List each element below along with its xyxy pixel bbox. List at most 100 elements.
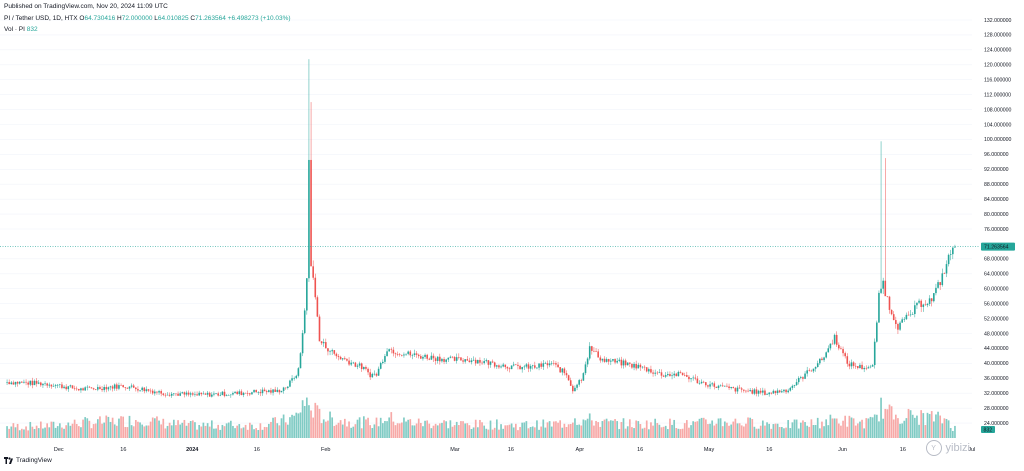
candle-body	[544, 363, 547, 364]
candle-body	[373, 373, 376, 375]
symbol-legend[interactable]: PI / Tether USD, 1D, HTX O64.730416 H72.…	[4, 15, 291, 22]
volume-bar	[637, 421, 640, 438]
candle-body	[768, 392, 770, 395]
time-axis[interactable]: Dec16202416FebMar16Apr16May16Jun16Jul16A…	[54, 447, 1024, 453]
volume-bar	[951, 430, 954, 438]
candle-body	[696, 378, 699, 384]
candle-body	[48, 384, 51, 386]
candle-body	[890, 309, 893, 315]
candle-body	[755, 389, 758, 394]
volume-bar	[200, 426, 203, 438]
candle-body	[217, 393, 219, 396]
candle-body	[130, 385, 133, 387]
candle-body	[135, 387, 137, 390]
volume-bar	[945, 418, 948, 438]
candle-body	[356, 365, 359, 367]
volume-bar	[244, 424, 247, 438]
price-tick-label: 32.000000	[984, 391, 1009, 397]
candle-body	[8, 382, 10, 385]
volume-bar	[601, 421, 604, 438]
candle-body	[232, 393, 234, 395]
candle-body	[35, 380, 38, 384]
candle-body	[105, 386, 108, 390]
volume-bar	[223, 426, 226, 438]
volume-bar	[533, 427, 536, 438]
candle-body	[18, 381, 21, 384]
volume-bar	[289, 417, 291, 438]
price-axis[interactable]: 132.000000 128.000000 124.000000 120.000000…	[984, 18, 1012, 427]
candle-body	[550, 362, 553, 364]
price-tick-label: 68.000000	[984, 257, 1009, 263]
volume-bar	[552, 421, 555, 438]
candle-body	[322, 342, 325, 344]
volume-bar	[274, 417, 277, 438]
volume-bar	[386, 421, 388, 438]
candle-body	[354, 362, 357, 367]
candle-body	[502, 364, 504, 367]
volume-bar	[740, 425, 743, 438]
volume-bar	[559, 420, 562, 438]
candle-body	[335, 353, 338, 357]
candle-body	[88, 386, 91, 388]
volume-bar	[39, 421, 42, 438]
candle-body	[246, 393, 249, 394]
candle-body	[525, 364, 528, 367]
price-tick-label: 96.000000	[984, 152, 1009, 158]
volume-bar	[491, 429, 494, 438]
volume-bar	[14, 427, 17, 438]
candle-body	[810, 370, 813, 372]
candle-body	[711, 383, 713, 385]
price-tick-label: 100.000000	[984, 137, 1012, 143]
tradingview-brand[interactable]: TradingView	[4, 457, 52, 464]
volume-bar	[909, 410, 912, 438]
volume-bar	[422, 426, 424, 438]
candle-body	[276, 389, 279, 392]
volume-bar	[776, 423, 779, 438]
volume-bar	[848, 415, 851, 438]
volume-bar	[371, 428, 374, 438]
candle-body	[489, 361, 492, 365]
volume-bar	[726, 422, 728, 438]
candle-body	[265, 391, 268, 393]
volume-bar	[493, 427, 496, 438]
price-tick-label: 36.000000	[984, 376, 1009, 382]
candle-body	[409, 351, 412, 356]
volume-bar	[489, 420, 492, 438]
candle-body	[282, 387, 285, 391]
price-tick-label: 128.000000	[984, 33, 1012, 39]
volume-bar	[424, 420, 426, 438]
price-tick-label: 132.000000	[984, 18, 1012, 24]
volume-bar	[128, 415, 131, 438]
volume-bar	[787, 420, 790, 438]
candle-body	[56, 384, 59, 386]
candle-body	[854, 365, 857, 367]
volume-bar	[71, 423, 74, 438]
candle-body	[168, 394, 171, 396]
volume-bar	[270, 421, 272, 438]
volume-bar	[780, 426, 783, 438]
candle-body	[730, 387, 732, 389]
candle-body	[27, 382, 29, 385]
candle-body	[211, 394, 213, 397]
volume-bar	[12, 423, 15, 438]
volume-bar	[432, 425, 435, 438]
volume-bar	[445, 421, 448, 438]
candle-body	[683, 375, 686, 376]
volume-bar	[449, 420, 452, 438]
candle-body	[398, 354, 401, 356]
candle-body	[314, 277, 317, 298]
candle-body	[21, 381, 23, 383]
volume-bar	[603, 419, 606, 438]
volume-bar	[308, 405, 310, 438]
volume-legend[interactable]: Vol · PI 832	[4, 26, 38, 33]
candle-body	[650, 369, 652, 373]
volume-bar	[96, 419, 99, 438]
volume-bar	[462, 421, 464, 438]
candle-body	[933, 293, 935, 302]
candle-body	[396, 354, 399, 355]
candle-body	[909, 314, 912, 316]
volume-bar	[441, 422, 443, 438]
volume-bar	[265, 427, 268, 438]
volume-tag-text: 832	[984, 428, 993, 434]
